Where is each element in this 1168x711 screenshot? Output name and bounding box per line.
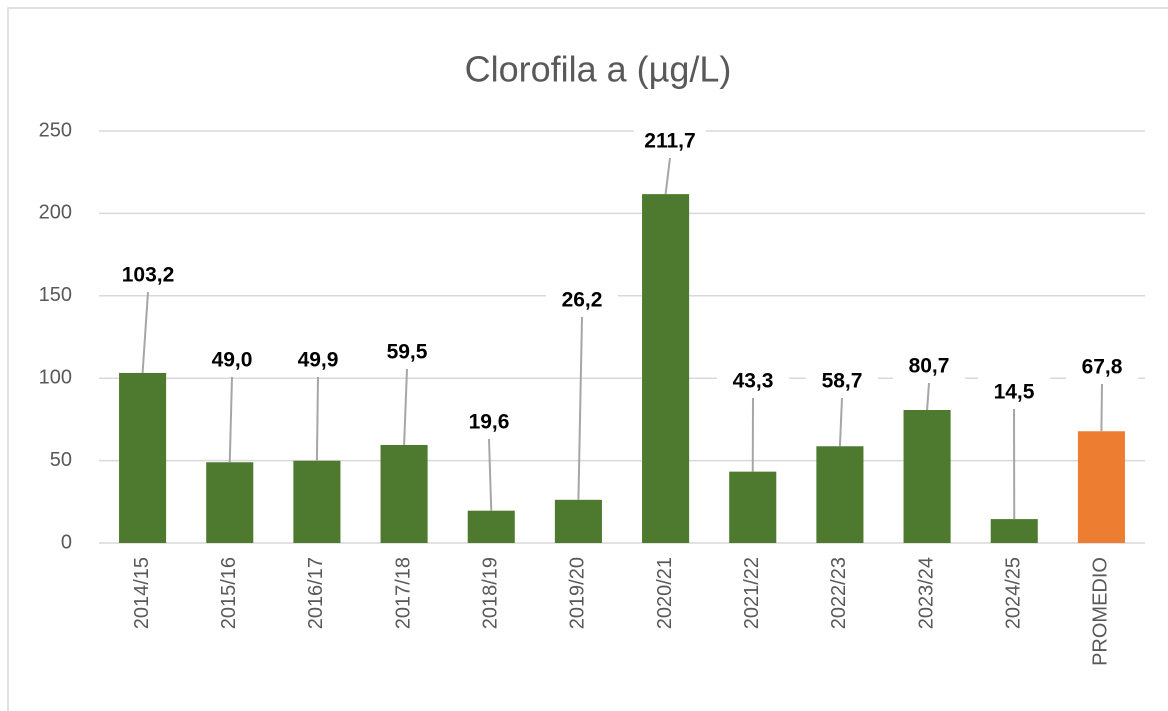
x-tick-label: PROMEDIO — [1090, 557, 1112, 666]
data-label: 26,2 — [562, 289, 603, 312]
y-tick-label: 100 — [39, 366, 72, 388]
leader-line — [488, 438, 493, 511]
bar — [119, 372, 167, 543]
bar — [380, 444, 428, 543]
data-label-bg — [196, 345, 268, 377]
bar — [816, 446, 864, 543]
y-tick-label: 250 — [39, 119, 72, 141]
leader-line — [228, 376, 233, 463]
data-label: 49,9 — [298, 349, 339, 372]
leader-line — [403, 368, 408, 445]
data-label: 19,6 — [469, 411, 510, 434]
leader-line — [664, 157, 671, 195]
data-label: 80,7 — [909, 355, 950, 378]
leader-line — [315, 376, 319, 461]
data-label: 211,7 — [644, 130, 695, 153]
y-tick-label: 200 — [39, 202, 72, 224]
chart-title: Clorofila a (µg/L) — [465, 49, 732, 90]
data-label-bg — [717, 366, 789, 398]
leader-line — [577, 316, 583, 500]
x-tick-label: 2024/25 — [1003, 557, 1025, 629]
y-tick-label: 150 — [39, 284, 72, 306]
bar — [903, 410, 951, 543]
leader-line — [926, 382, 930, 411]
y-tick-label: 0 — [61, 531, 72, 553]
x-tick-label: 2014/15 — [131, 557, 153, 629]
x-tick-label: 2019/20 — [567, 557, 589, 629]
data-label: 103,2 — [122, 264, 175, 287]
data-label: 43,3 — [733, 370, 774, 393]
x-tick-label: 2021/22 — [741, 557, 763, 629]
x-tick-label: 2016/17 — [305, 557, 327, 629]
data-label-bg — [1066, 352, 1138, 384]
data-label-bg — [893, 351, 965, 383]
bar — [206, 462, 254, 543]
bar — [467, 510, 515, 543]
data-label-bg — [371, 337, 443, 369]
data-label-bg — [112, 260, 184, 292]
bar — [990, 519, 1038, 543]
leader-line — [1100, 383, 1103, 432]
bar — [293, 460, 341, 543]
x-tick-label: 2022/23 — [828, 557, 850, 629]
data-label: 14,5 — [994, 381, 1035, 404]
bar — [642, 194, 690, 543]
data-label-bg — [806, 366, 878, 398]
data-label: 58,7 — [822, 370, 863, 393]
data-label-bg — [282, 345, 354, 377]
x-tick-label: 2018/19 — [480, 557, 502, 629]
bar — [1077, 431, 1125, 543]
data-label-bg — [453, 407, 525, 439]
x-tick-label: 2017/18 — [392, 557, 414, 629]
x-tick-label: 2015/16 — [218, 557, 240, 629]
data-label: 67,8 — [1082, 356, 1123, 379]
data-label: 59,5 — [387, 341, 428, 364]
data-label-bg — [634, 126, 706, 158]
bar — [554, 499, 602, 543]
data-label: 49,0 — [212, 349, 253, 372]
leader-line — [838, 397, 843, 447]
data-label-bg — [546, 285, 618, 317]
data-label-bg — [978, 377, 1050, 409]
y-tick-label: 50 — [50, 449, 72, 471]
x-tick-label: 2020/21 — [654, 557, 676, 629]
leader-line — [141, 291, 149, 373]
x-tick-label: 2023/24 — [915, 557, 937, 629]
bar — [729, 471, 777, 543]
